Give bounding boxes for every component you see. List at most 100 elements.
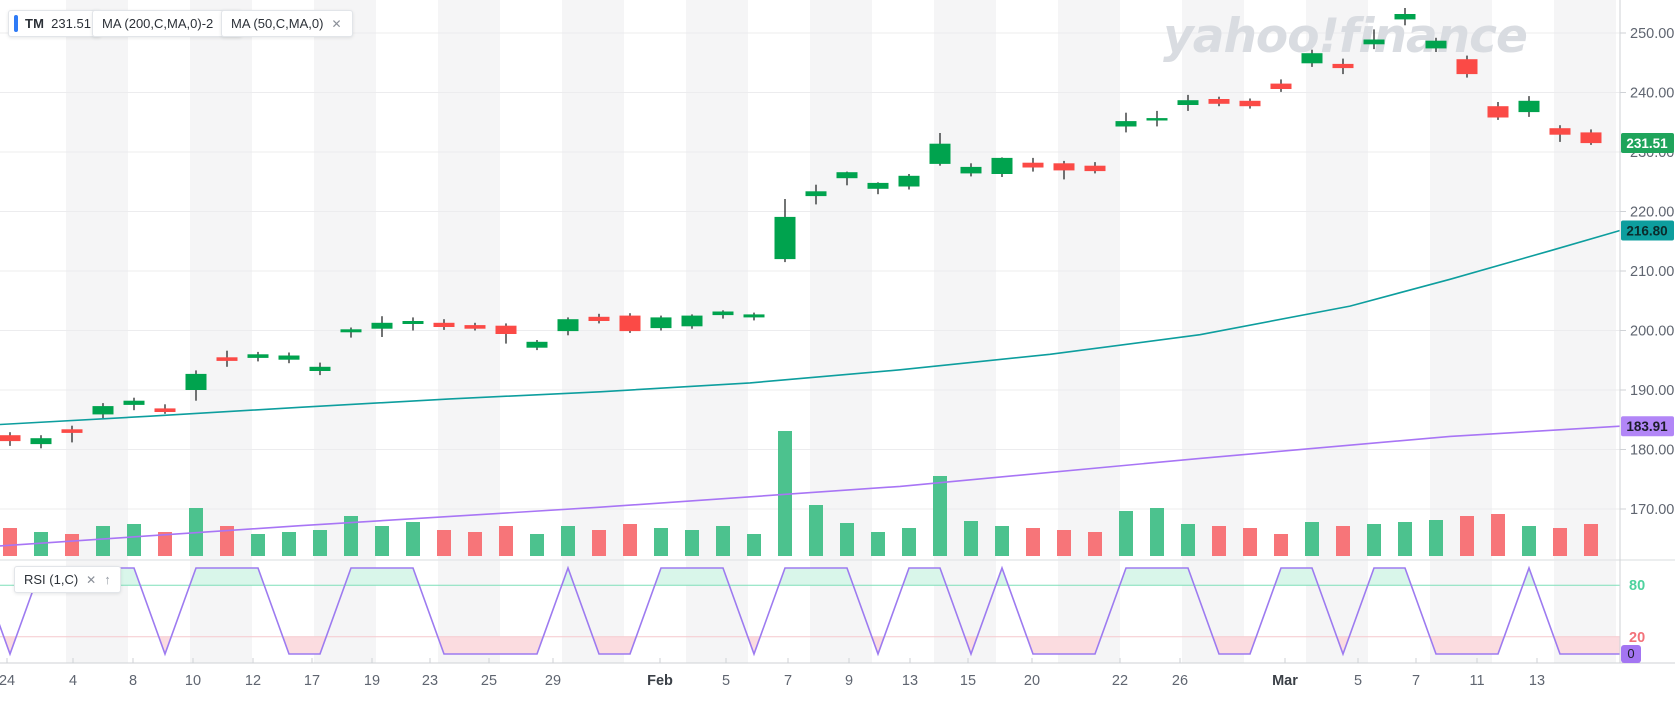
candlestick	[1487, 102, 1509, 120]
rsi-oversold-fill	[3, 636, 1620, 654]
volume-bar	[96, 526, 110, 556]
candlestick	[712, 310, 734, 319]
volume-bar	[933, 476, 947, 556]
background-stripe	[810, 0, 872, 663]
rsi-line	[0, 565, 1620, 657]
volume-bar	[778, 431, 792, 556]
candlestick	[1580, 129, 1602, 145]
background-stripe	[1306, 0, 1368, 663]
candlestick	[278, 352, 300, 364]
last-price-tag: 231.51	[1621, 133, 1674, 153]
date-axis-label: 9	[845, 673, 853, 689]
candlestick	[216, 350, 238, 367]
candlestick	[1301, 49, 1323, 67]
svg-text:231.51: 231.51	[1626, 136, 1668, 151]
indicator-chip-ma200[interactable]: MA (200,C,MA,0)-2 ✕	[92, 10, 243, 37]
indicator-label: MA (50,C,MA,0)	[231, 16, 324, 31]
volume-bar	[1584, 524, 1598, 556]
background-stripe	[934, 0, 996, 663]
candlestick	[681, 314, 703, 329]
candlestick	[30, 435, 52, 449]
volume-bar	[375, 526, 389, 556]
volume-bar	[220, 526, 234, 556]
volume-bar	[716, 526, 730, 556]
candlestick	[1146, 110, 1168, 127]
candlestick	[464, 322, 486, 331]
date-axis-label: 24	[0, 673, 15, 689]
indicator-chip-rsi[interactable]: RSI (1,C) ✕ ↑	[14, 566, 121, 593]
volume-bar	[1553, 528, 1567, 556]
volume-bar	[1398, 522, 1412, 556]
date-axis-label: 20	[1024, 673, 1040, 689]
candlestick	[402, 317, 424, 331]
candlestick	[1425, 37, 1447, 52]
close-icon[interactable]: ✕	[331, 16, 342, 31]
symbol-price-chip[interactable]: TM 231.51	[8, 10, 101, 37]
candlestick	[1518, 96, 1540, 117]
candlestick	[1084, 162, 1106, 174]
candlestick	[185, 370, 207, 401]
ma50-line	[0, 229, 1621, 426]
price-axis-label: 200.00	[1630, 324, 1674, 340]
date-axis-label: 10	[185, 673, 201, 689]
price-axis-label: 170.00	[1630, 502, 1674, 518]
candlestick	[1549, 125, 1571, 142]
price-axis-label: 250.00	[1630, 26, 1674, 42]
background-stripe	[1430, 0, 1492, 663]
ma200-price-tag: 183.91	[1621, 416, 1674, 437]
date-axis-label: 7	[784, 673, 792, 689]
volume-bar	[344, 516, 358, 556]
date-axis-label: 7	[1412, 673, 1420, 689]
candlestick	[526, 340, 548, 351]
volume-bar	[902, 528, 916, 556]
price-axis-label: 190.00	[1630, 383, 1674, 399]
rsi-80-label: 80	[1629, 578, 1645, 594]
candlestick	[309, 362, 331, 376]
date-axis-label: 5	[1354, 673, 1362, 689]
move-pane-up-icon[interactable]: ↑	[104, 572, 111, 587]
candlestick	[1208, 96, 1230, 107]
candlestick	[433, 319, 455, 330]
date-axis-label: 15	[960, 673, 976, 689]
volume-bar	[1460, 516, 1474, 556]
price-axis-label: 220.00	[1630, 205, 1674, 221]
volume-bar	[34, 532, 48, 556]
indicator-chip-ma50[interactable]: MA (50,C,MA,0) ✕	[221, 10, 353, 37]
volume-bar	[1491, 514, 1505, 556]
indicator-label: MA (200,C,MA,0)-2	[102, 16, 214, 31]
volume-bar	[499, 526, 513, 556]
candlestick	[1270, 79, 1292, 92]
volume-bar	[747, 534, 761, 556]
volume-bar	[468, 532, 482, 556]
candlestick	[898, 174, 920, 190]
date-axis-label: 25	[481, 673, 497, 689]
candlestick	[929, 133, 951, 166]
date-axis-label: 4	[69, 673, 77, 689]
date-axis-label: 8	[129, 673, 137, 689]
date-axis-label: 13	[1529, 673, 1545, 689]
volume-bar	[685, 530, 699, 556]
candlestick	[123, 397, 145, 411]
volume-bar	[1119, 511, 1133, 556]
candlestick	[0, 432, 21, 446]
volume-bar	[623, 524, 637, 556]
volume-bar	[964, 521, 978, 556]
candlestick	[1053, 160, 1075, 180]
volume-bar	[561, 526, 575, 556]
volume-bar	[1181, 524, 1195, 556]
candlestick	[991, 157, 1013, 177]
date-axis-label: 5	[722, 673, 730, 689]
close-icon[interactable]: ✕	[86, 572, 97, 587]
candlestick	[743, 312, 765, 321]
rsi-value-tag: 0	[1621, 645, 1641, 663]
volume-bar	[406, 522, 420, 556]
candlestick	[1456, 55, 1478, 78]
volume-bar	[1429, 520, 1443, 556]
volume-bar	[1057, 530, 1071, 556]
volume-bar	[3, 528, 17, 556]
volume-bar	[251, 534, 265, 556]
ma50-price-tag: 216.80	[1621, 220, 1674, 241]
date-axis-label: 13	[902, 673, 918, 689]
background-stripe	[1554, 0, 1616, 663]
